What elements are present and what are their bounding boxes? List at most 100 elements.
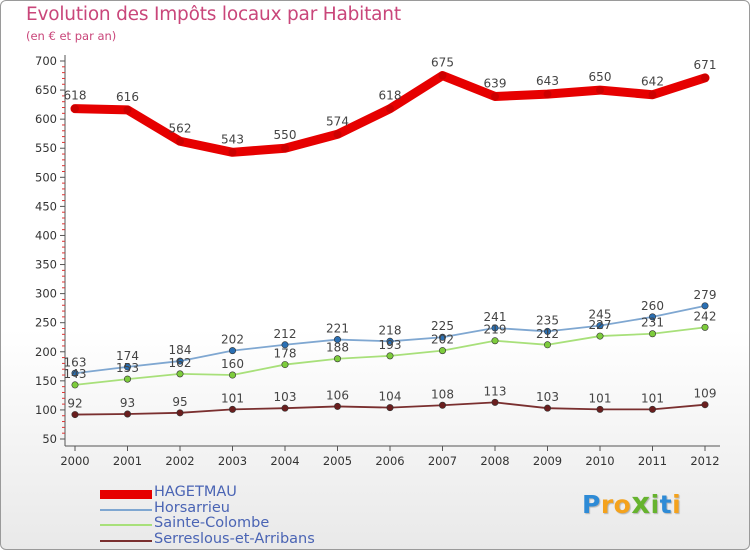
y-tick-label: 650 xyxy=(35,83,57,97)
data-point xyxy=(701,323,709,331)
legend-swatch xyxy=(100,524,152,526)
data-label: 221 xyxy=(326,322,349,336)
data-label: 153 xyxy=(116,361,139,375)
data-label: 95 xyxy=(172,395,187,409)
x-tick-label: 2005 xyxy=(323,454,352,468)
data-point xyxy=(281,341,289,349)
data-point xyxy=(71,104,79,113)
legend-label: Serreslous-et-Arribans xyxy=(154,530,315,547)
data-label: 562 xyxy=(169,121,192,135)
y-tick-label: 150 xyxy=(35,374,57,388)
data-label: 242 xyxy=(694,309,717,323)
data-label: 106 xyxy=(326,388,349,402)
y-tick-label: 700 xyxy=(35,54,57,68)
data-point xyxy=(281,404,289,412)
data-label: 193 xyxy=(379,338,402,352)
data-point xyxy=(124,375,132,383)
data-label: 643 xyxy=(536,74,559,88)
y-tick-label: 350 xyxy=(35,258,57,272)
data-point xyxy=(228,148,237,157)
series-line-hagetmau xyxy=(70,71,710,157)
logo-letter: i xyxy=(650,490,660,519)
x-tick-label: 2001 xyxy=(113,454,142,468)
data-label: 162 xyxy=(169,356,192,370)
data-label: 574 xyxy=(326,114,349,128)
data-label: 212 xyxy=(536,327,559,341)
data-point xyxy=(123,105,132,114)
data-point xyxy=(176,137,184,146)
data-point xyxy=(71,381,79,389)
data-label: 174 xyxy=(116,349,139,363)
data-point xyxy=(333,336,341,344)
x-tick-label: 2009 xyxy=(533,454,562,468)
data-point xyxy=(701,302,709,310)
data-label: 160 xyxy=(221,357,244,371)
data-label: 109 xyxy=(694,387,717,401)
data-label: 616 xyxy=(116,90,139,104)
x-tick-label: 2007 xyxy=(428,454,457,468)
data-point xyxy=(124,363,132,371)
data-label: 279 xyxy=(694,288,717,302)
data-label: 671 xyxy=(694,58,717,72)
data-point xyxy=(71,411,79,419)
y-tick-label: 600 xyxy=(35,112,57,126)
data-label: 218 xyxy=(379,323,402,337)
x-tick-label: 2008 xyxy=(480,454,509,468)
data-point xyxy=(648,313,656,321)
data-point xyxy=(333,402,341,410)
data-label: 143 xyxy=(64,367,87,381)
data-point xyxy=(701,73,709,82)
data-point xyxy=(491,92,499,101)
logo-letter: t xyxy=(659,490,673,519)
y-tick-label: 300 xyxy=(35,287,57,301)
data-point xyxy=(333,130,342,139)
x-tick-label: 2004 xyxy=(270,454,299,468)
data-point xyxy=(596,86,604,95)
data-point xyxy=(596,405,604,413)
data-point xyxy=(491,324,499,332)
data-point xyxy=(124,410,132,418)
legend-label: HAGETMAU xyxy=(154,484,237,500)
legend-swatch xyxy=(100,539,152,542)
data-label: 202 xyxy=(431,333,454,347)
data-point xyxy=(281,144,289,153)
y-tick-label: 50 xyxy=(42,432,57,446)
data-label: 101 xyxy=(641,391,664,405)
data-point xyxy=(438,401,446,409)
data-point xyxy=(229,347,237,355)
data-point xyxy=(438,333,446,341)
data-label: 550 xyxy=(274,128,297,142)
y-tick-label: 250 xyxy=(35,316,57,330)
logo-letter: P xyxy=(582,490,601,519)
y-tick-label: 100 xyxy=(35,403,57,417)
y-tick-label: 550 xyxy=(35,141,57,155)
data-point xyxy=(333,355,341,363)
data-label: 650 xyxy=(589,70,612,84)
data-label: 113 xyxy=(484,384,507,398)
data-label: 103 xyxy=(274,390,297,404)
data-point xyxy=(543,404,551,412)
data-label: 92 xyxy=(67,397,82,411)
x-tick-label: 2000 xyxy=(60,454,89,468)
legend-label: Sainte-Colombe xyxy=(154,515,270,531)
data-label: 212 xyxy=(274,327,297,341)
data-point xyxy=(596,332,604,340)
data-label: 225 xyxy=(431,319,454,333)
data-point xyxy=(596,322,604,330)
data-point xyxy=(543,327,551,335)
legend-swatch xyxy=(100,489,152,499)
data-label: 618 xyxy=(64,89,87,103)
data-point xyxy=(648,330,656,338)
data-label: 163 xyxy=(64,355,87,369)
x-tick-label: 2011 xyxy=(638,454,667,468)
data-point xyxy=(438,347,446,355)
data-point xyxy=(543,341,551,349)
data-point xyxy=(176,409,184,417)
logo-letter: o xyxy=(613,490,632,519)
logo-letter: i xyxy=(672,490,682,519)
chart-subtitle: (en € et par an) xyxy=(26,29,117,43)
data-point xyxy=(543,90,552,99)
legend-swatch xyxy=(100,508,152,511)
data-label: 184 xyxy=(169,343,192,357)
